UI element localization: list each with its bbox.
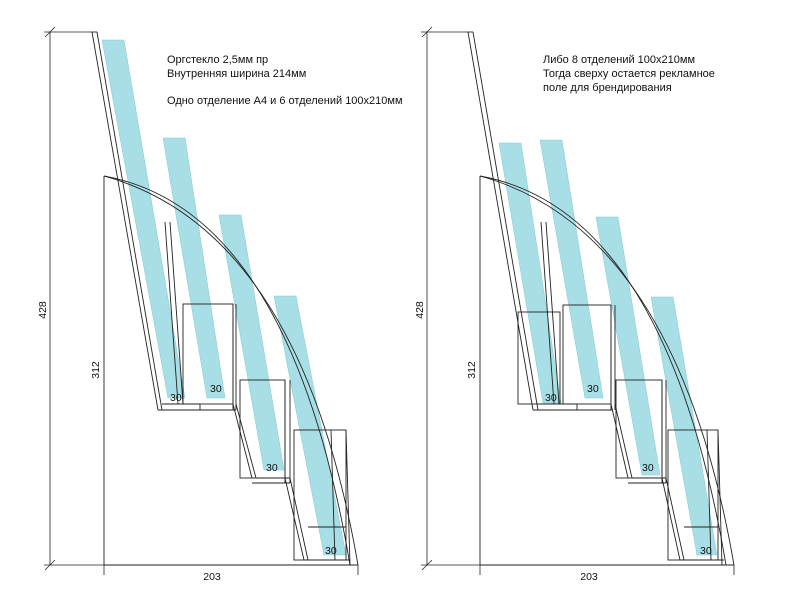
- left-note-line-3: Одно отделение А4 и 6 отделений 100х210м…: [167, 95, 403, 107]
- left-brochure-sheets: [101, 39, 347, 556]
- left-dim-width: 203: [203, 571, 221, 583]
- left-body-outline: [91, 31, 359, 566]
- right-pocket-label-2: 30: [587, 383, 599, 395]
- right-sheet-1: [498, 142, 562, 404]
- left-dimension-lines: [44, 26, 359, 575]
- right-dim-height-base: 312: [466, 361, 478, 379]
- left-pocket-label-3: 30: [266, 462, 278, 474]
- left-pocket-label-1: 30: [170, 392, 182, 404]
- right-sheet-2: [539, 139, 604, 399]
- right-body-outline: [467, 31, 735, 566]
- right-sheet-3: [595, 216, 661, 476]
- left-note-line-2: Внутренняя ширина 214мм: [167, 68, 306, 80]
- right-brochure-sheets: [498, 139, 718, 556]
- right-pocket-label-4: 30: [700, 545, 712, 557]
- right-note-line-1: Либо 8 отделений 100х210мм: [543, 54, 695, 66]
- right-dim-height-total: 428: [414, 301, 426, 319]
- left-pocket-label-4: 30: [325, 545, 337, 557]
- left-pocket-label-2: 30: [210, 383, 222, 395]
- right-pocket-label-3: 30: [642, 462, 654, 474]
- right-note-line-2: Тогда сверху остается рекламное: [543, 68, 715, 80]
- left-note-line-1: Оргстекло 2,5мм пр: [167, 54, 268, 66]
- left-dim-height-total: 428: [37, 301, 49, 319]
- right-dimension-lines: [421, 26, 735, 575]
- left-dim-height-base: 312: [90, 361, 102, 379]
- right-drawing: Либо 8 отделений 100х210мм Тогда сверху …: [414, 26, 735, 583]
- right-pocket-label-1: 30: [545, 392, 557, 404]
- left-sheet-2: [218, 214, 285, 471]
- right-note-line-3: поле для брендирования: [543, 82, 672, 94]
- right-sheet-4: [650, 296, 718, 556]
- right-dim-width: 203: [580, 571, 598, 583]
- left-sheet-1: [162, 137, 226, 399]
- left-sheet-a4: [101, 39, 186, 399]
- left-drawing: Оргстекло 2,5мм пр Внутренняя ширина 214…: [37, 26, 403, 583]
